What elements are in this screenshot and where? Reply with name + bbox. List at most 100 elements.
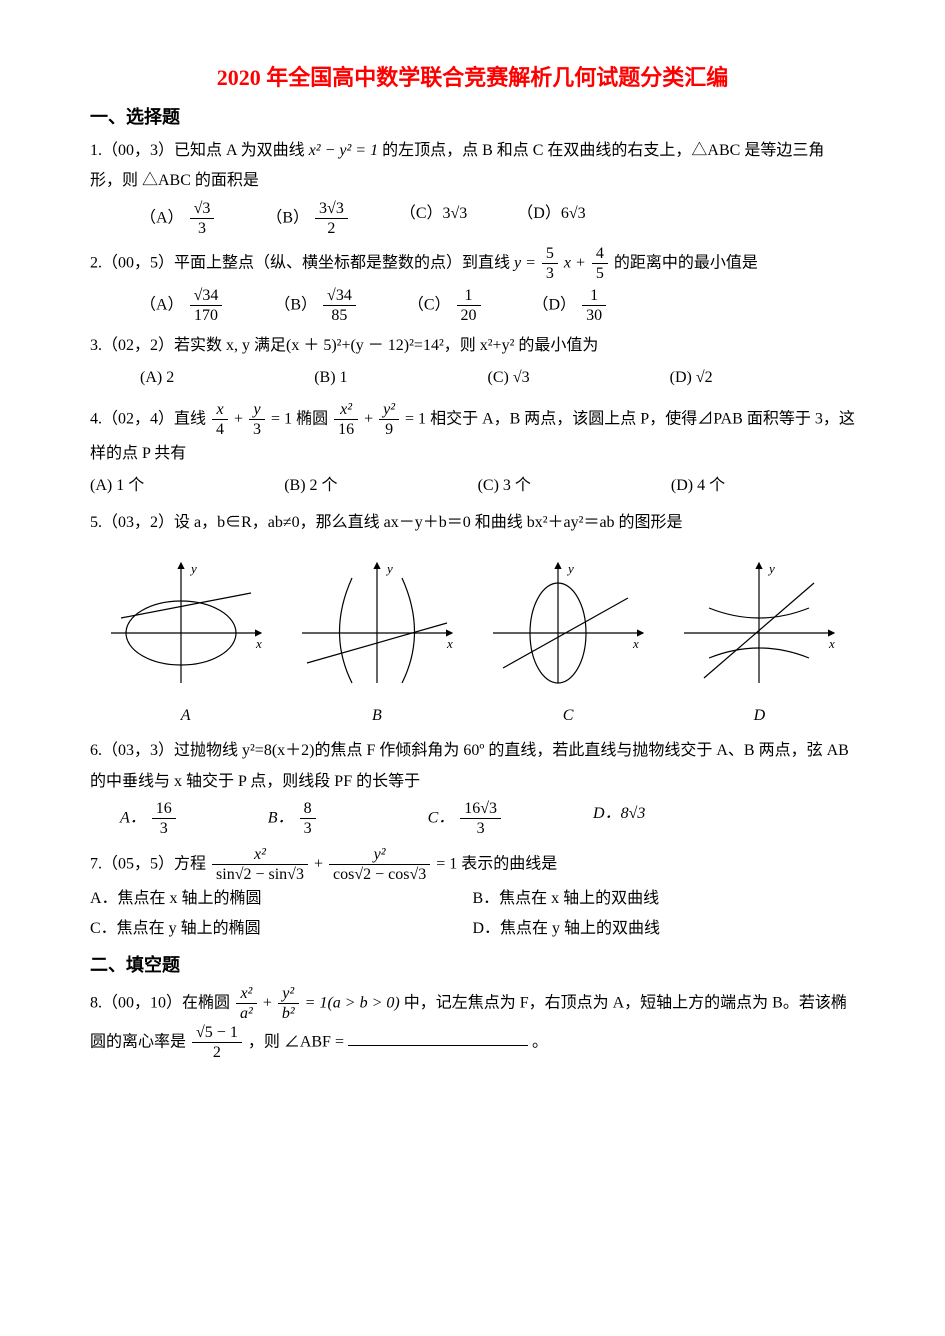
- p4-opt-a: (A) 1 个: [90, 471, 144, 501]
- p2-cn: 1: [457, 286, 481, 306]
- p6-a-label: A．: [120, 810, 146, 827]
- p4-f4d: 9: [379, 420, 399, 439]
- p6-an: 16: [152, 799, 176, 819]
- p2-b-label: （B）: [274, 296, 317, 313]
- p4-f1d: 4: [212, 420, 228, 439]
- svg-text:x: x: [828, 636, 835, 651]
- p1-options: （A） √33 （B） 3√32 （C）3√3 （D）6√3: [90, 199, 855, 238]
- p6-opt-d: D．8√3: [593, 799, 645, 838]
- svg-text:x: x: [255, 636, 262, 651]
- p7-f2n: y²: [329, 845, 430, 865]
- p1-a-num: √3: [190, 199, 215, 219]
- section-2-header: 二、填空题: [90, 951, 855, 980]
- p4-options: (A) 1 个 (B) 2 个 (C) 3 个 (D) 4 个: [90, 471, 855, 501]
- p8-text-c: ，则 ∠ABF =: [248, 1033, 348, 1050]
- graph-b-svg: x y: [297, 558, 457, 688]
- p3-text: 3.（02，2）若实数 x, y 满足(x ＋ 5)²+(y － 12)²=14…: [90, 337, 598, 354]
- p2-d-label: （D）: [533, 296, 577, 313]
- p2-a-label: （A）: [140, 296, 184, 313]
- problem-6: 6.（03，3）过抛物线 y²=8(x＋2)的焦点 F 作倾斜角为 60º 的直…: [90, 736, 855, 838]
- p4-eq1: = 1: [271, 410, 292, 427]
- p2-f2n: 4: [592, 244, 608, 264]
- p2-bn: √34: [323, 286, 356, 306]
- p2-f1n: 5: [542, 244, 558, 264]
- p2-cd: 20: [457, 306, 481, 325]
- graph-c-svg: x y: [488, 558, 648, 688]
- p8-f2n: y²: [278, 984, 299, 1004]
- p8-blank: [348, 1030, 528, 1046]
- p5-graph-a: x y A: [106, 558, 266, 728]
- p4-f4n: y²: [379, 400, 399, 420]
- page-title: 2020 年全国高中数学联合竞赛解析几何试题分类汇编: [90, 60, 855, 95]
- p6-bd: 3: [300, 819, 316, 838]
- p2-text-b: 的距离中的最小值是: [614, 255, 758, 272]
- p6-cd: 3: [460, 819, 501, 838]
- p4-f2d: 3: [249, 420, 265, 439]
- p7-opt-d: D．焦点在 y 轴上的双曲线: [473, 914, 856, 944]
- p3-opt-b: (B) 1: [314, 363, 347, 393]
- p7-text-a: 7.（05，5）方程: [90, 855, 210, 872]
- p1-b-label: （B）: [266, 209, 309, 226]
- graph-d-svg: x y: [679, 558, 839, 688]
- p2-opt-c: （C） 120: [408, 286, 483, 325]
- svg-text:y: y: [566, 561, 574, 576]
- p4-text-a: 4.（02，4）直线: [90, 410, 210, 427]
- graph-a-svg: x y: [106, 558, 266, 688]
- p2-ad: 170: [190, 306, 223, 325]
- p4-mid: 椭圆: [296, 410, 332, 427]
- p5-label-b: B: [297, 703, 457, 729]
- p6-ad: 3: [152, 819, 176, 838]
- p3-opt-c: (C) √3: [488, 363, 530, 393]
- p7-opt-c: C．焦点在 y 轴上的椭圆: [90, 914, 473, 944]
- p2-bd: 85: [323, 306, 356, 325]
- p6-cn: 16√3: [460, 799, 501, 819]
- p1-opt-d: （D）6√3: [517, 199, 585, 238]
- p8-f3d: 2: [192, 1043, 242, 1062]
- p7-options: A．焦点在 x 轴上的椭圆 B．焦点在 x 轴上的双曲线 C．焦点在 y 轴上的…: [90, 884, 855, 945]
- problem-8: 8.（00，10）在椭圆 x²a² + y²b² = 1(a > b > 0) …: [90, 984, 855, 1063]
- p5-text: 5.（03，2）设 a，b∈R，ab≠0，那么直线 ax－y＋b＝0 和曲线 b…: [90, 514, 683, 531]
- p3-opt-d: (D) √2: [670, 363, 713, 393]
- p1-opt-c: （C）3√3: [400, 199, 467, 238]
- p6-c-label: C．: [428, 810, 455, 827]
- p5-graphs: x y A x y B x y C: [90, 558, 855, 728]
- p2-eq-lhs: y =: [514, 255, 540, 272]
- p4-f1n: x: [212, 400, 228, 420]
- p2-opt-a: （A） √34170: [140, 286, 224, 325]
- p5-graph-d: x y D: [679, 558, 839, 728]
- p2-dd: 30: [582, 306, 606, 325]
- p6-opt-a: A． 163: [120, 799, 178, 838]
- svg-text:y: y: [767, 561, 775, 576]
- p5-graph-b: x y B: [297, 558, 457, 728]
- problem-7: 7.（05，5）方程 x²sin√2 − sin√3 + y²cos√2 − c…: [90, 845, 855, 945]
- p8-f1d: a²: [236, 1004, 257, 1023]
- p4-opt-c: (C) 3 个: [478, 471, 531, 501]
- svg-text:y: y: [189, 561, 197, 576]
- p1-b-num: 3√3: [315, 199, 348, 219]
- p2-mid: x +: [564, 255, 590, 272]
- p7-f2d: cos√2 − cos√3: [329, 865, 430, 884]
- svg-text:x: x: [446, 636, 453, 651]
- p7-text-b: 表示的曲线是: [461, 855, 557, 872]
- p1-opt-a: （A） √33: [140, 199, 216, 238]
- p4-plus2: +: [364, 410, 377, 427]
- p4-opt-d: (D) 4 个: [671, 471, 725, 501]
- p7-opt-a: A．焦点在 x 轴上的椭圆: [90, 884, 473, 914]
- p4-f3d: 16: [334, 420, 358, 439]
- p1-a-den: 3: [190, 219, 215, 238]
- p6-options: A． 163 B． 83 C． 16√33 D．8√3: [90, 799, 855, 838]
- p8-f3n: √5 − 1: [192, 1023, 242, 1043]
- p8-eq: = 1(a > b > 0): [305, 994, 400, 1011]
- p5-label-c: C: [488, 703, 648, 729]
- p7-plus: +: [314, 855, 327, 872]
- p8-plus: +: [263, 994, 276, 1011]
- p4-f3n: x²: [334, 400, 358, 420]
- p2-opt-b: （B） √3485: [274, 286, 357, 325]
- svg-text:y: y: [385, 561, 393, 576]
- problem-1: 1.（00，3）已知点 A 为双曲线 x² − y² = 1 的左顶点，点 B …: [90, 136, 855, 238]
- p5-label-a: A: [106, 703, 266, 729]
- p6-b-label: B．: [268, 810, 294, 827]
- p2-f1d: 3: [542, 264, 558, 283]
- p6-text: 6.（03，3）过抛物线 y²=8(x＋2)的焦点 F 作倾斜角为 60º 的直…: [90, 742, 849, 789]
- p1-eq: x² − y² = 1: [309, 142, 378, 159]
